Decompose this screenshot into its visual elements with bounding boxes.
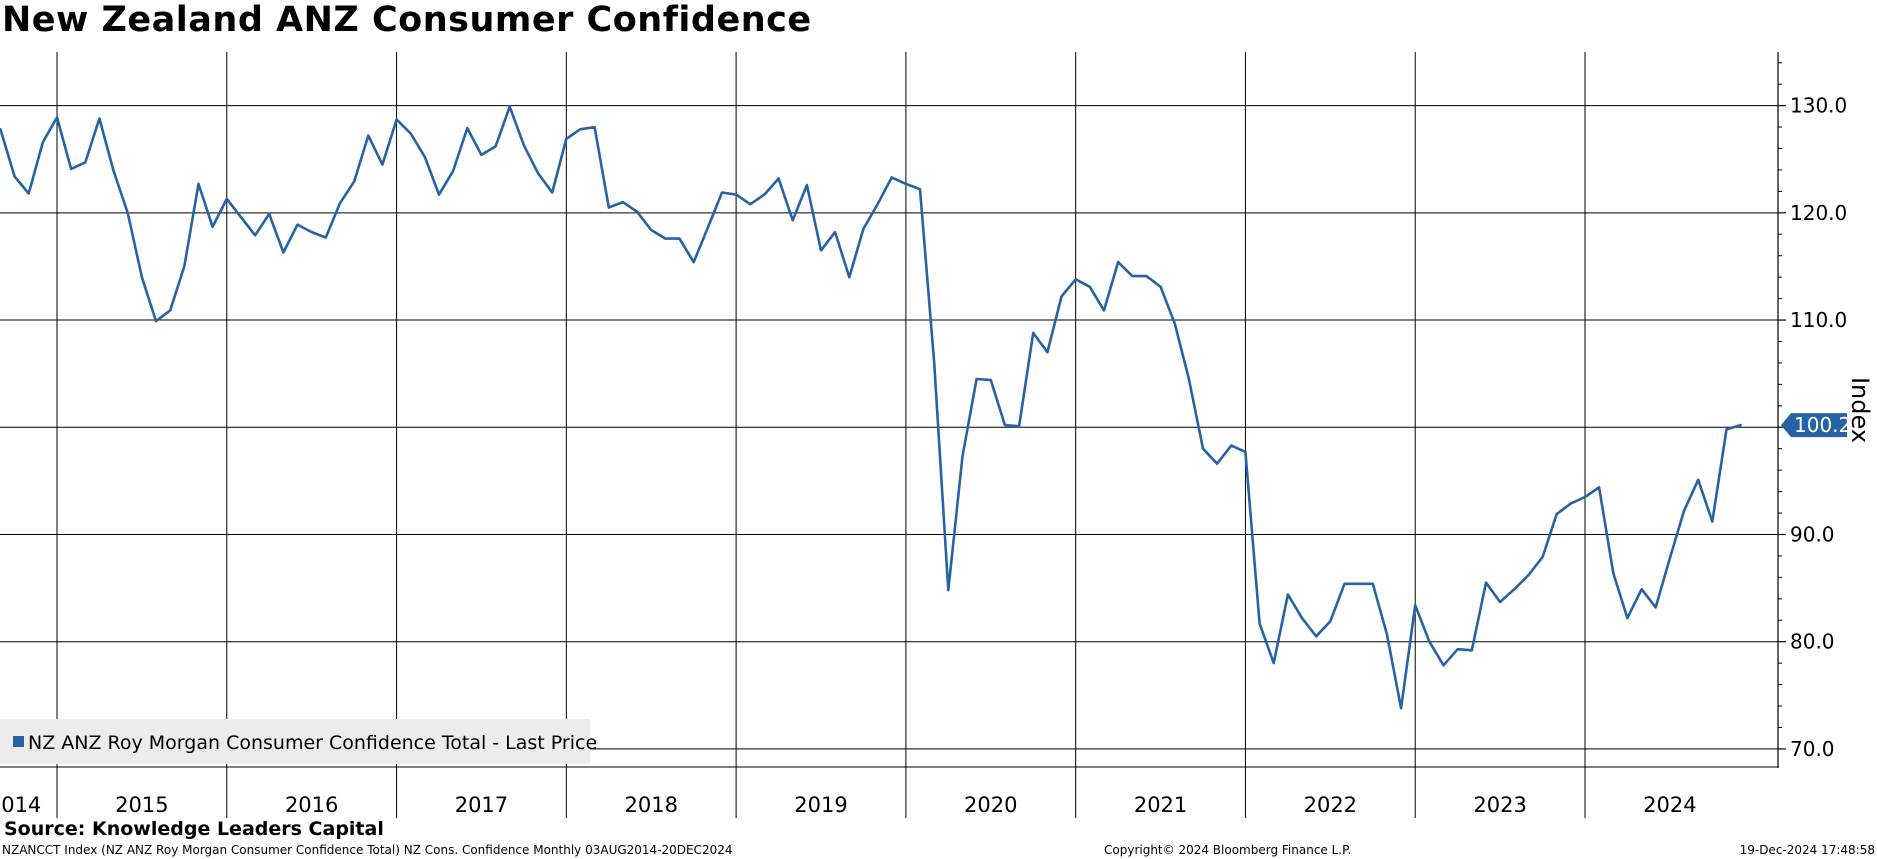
x-tick-label: 2015: [115, 793, 168, 817]
y-tick-label: 130.0: [1790, 94, 1847, 118]
x-axis: 2014 2015 2016 2017 2018 2019 2020 2021 2022 2023…: [0, 793, 1697, 817]
y-tick-label: 80.0: [1790, 630, 1835, 654]
series-description: NZANCCT Index (NZ ANZ Roy Morgan Consume…: [2, 843, 733, 857]
x-tick-label: 2014: [0, 793, 41, 817]
x-tick-label: 2022: [1304, 793, 1357, 817]
y-tick-label: 90.0: [1790, 522, 1835, 546]
last-value-badge-shape: [1781, 413, 1847, 438]
legend-swatch: [13, 736, 24, 747]
x-tick-label: 2016: [285, 793, 338, 817]
x-tick-label: 2017: [455, 793, 508, 817]
x-tick-label: 2021: [1134, 793, 1187, 817]
y-tick-label: 120.0: [1790, 201, 1847, 225]
source-note: Source: Knowledge Leaders Capital: [4, 818, 384, 840]
chart-title: New Zealand ANZ Consumer Confidence: [2, 0, 812, 40]
legend: NZ ANZ Roy Morgan Consumer Confidence To…: [0, 719, 597, 764]
y-axis-label: Index: [1846, 377, 1874, 443]
last-value-badge: 100.2: [1781, 413, 1851, 438]
x-tick-label: 2019: [794, 793, 847, 817]
x-tick-label: 2018: [624, 793, 677, 817]
copyright-note: Copyright© 2024 Bloomberg Finance L.P.: [1104, 843, 1352, 857]
legend-label: NZ ANZ Roy Morgan Consumer Confidence To…: [28, 732, 597, 754]
timestamp: 19-Dec-2024 17:48:58: [1739, 843, 1875, 857]
series-line: [0, 105, 1742, 710]
y-tick-label: 110.0: [1790, 308, 1847, 332]
x-tick-label: 2023: [1473, 793, 1526, 817]
last-value-badge-label: 100.2: [1794, 413, 1851, 437]
x-tick-label: 2020: [964, 793, 1017, 817]
y-tick-label: 70.0: [1790, 737, 1835, 761]
x-tick-label: 2024: [1643, 793, 1696, 817]
legend-background: [0, 719, 590, 764]
grid-lines: [0, 52, 1778, 818]
